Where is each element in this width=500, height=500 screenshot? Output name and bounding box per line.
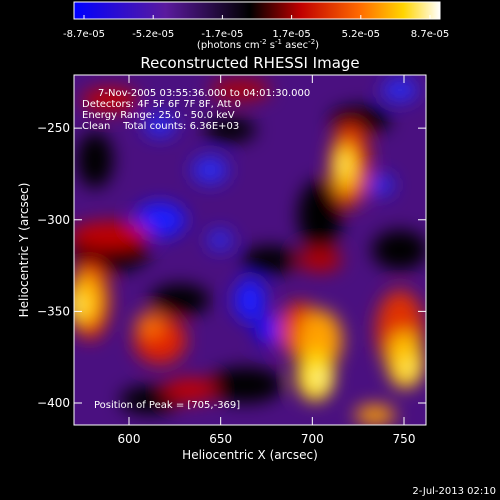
colorbar-tick-label: 5.2e-05 — [342, 29, 380, 40]
heatmap-image — [74, 75, 426, 425]
y-tick-label: −350 — [37, 304, 70, 318]
colorbar-tick-label: -8.7e-05 — [63, 29, 105, 40]
annotation-clean-counts: Clean Total counts: 6.36E+03 — [82, 121, 239, 132]
annotation-time-range: 7-Nov-2005 03:55:36.000 to 04:01:30.000 — [98, 88, 310, 99]
y-tick-label: −300 — [37, 213, 70, 227]
plot-frame — [73, 74, 427, 426]
colorbar-tick-label: -5.2e-05 — [132, 29, 174, 40]
y-tick-label: −250 — [37, 121, 70, 135]
x-tick-label: 650 — [209, 432, 232, 446]
colorbar: -8.7e-05 -5.2e-05 -1.7e-05 1.7e-05 5.2e-05 8.… — [63, 1, 449, 51]
chart-title: Reconstructed RHESSI Image — [140, 54, 359, 72]
colorbar-tick-label: -1.7e-05 — [201, 29, 243, 40]
colorbar-unit-label: (photons cm-2 s-1 asec-2) — [197, 38, 319, 51]
x-axis: 600 650 700 750 — [118, 75, 416, 446]
x-tick-label: 600 — [118, 432, 141, 446]
annotation-detectors: Detectors: 4F 5F 6F 7F 8F, Att 0 — [82, 99, 241, 110]
colorbar-ticks: -8.7e-05 -5.2e-05 -1.7e-05 1.7e-05 5.2e-05 8.… — [63, 15, 449, 40]
footer-timestamp: 2-Jul-2013 02:10 — [412, 486, 496, 497]
x-tick-label: 700 — [301, 432, 324, 446]
y-axis-label: Heliocentric Y (arcsec) — [17, 183, 31, 318]
x-axis-label: Heliocentric X (arcsec) — [182, 448, 318, 462]
y-tick-label: −400 — [37, 396, 70, 410]
colorbar-gradient — [73, 1, 441, 20]
annotation-peak-position: Position of Peak = [705,-369] — [94, 400, 240, 411]
y-axis: −250 −300 −350 −400 — [37, 121, 426, 410]
colorbar-tick-label: 8.7e-05 — [411, 29, 449, 40]
x-tick-label: 750 — [393, 432, 416, 446]
annotation-energy-range: Energy Range: 25.0 - 50.0 keV — [82, 110, 235, 121]
annotation-block: 7-Nov-2005 03:55:36.000 to 04:01:30.000 … — [82, 88, 310, 132]
colorbar-tick-label: 1.7e-05 — [272, 29, 310, 40]
